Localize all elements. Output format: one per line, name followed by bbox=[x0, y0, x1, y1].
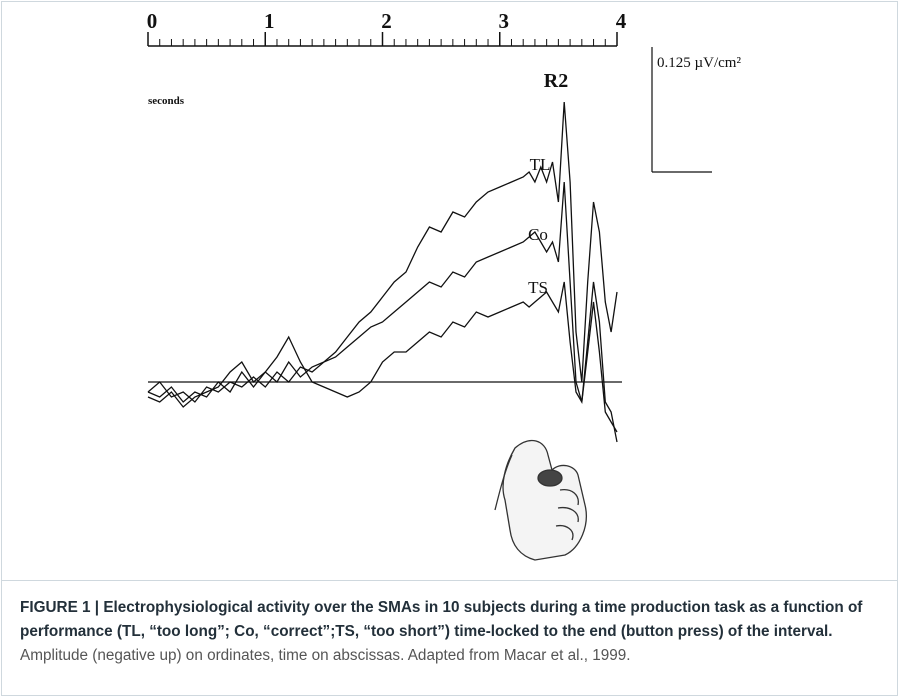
x-tick-label: 3 bbox=[499, 9, 510, 33]
x-tick-label: 4 bbox=[616, 9, 627, 33]
chart: seconds R2 0 1 2 3 4 0.125 µV/cm² TL Co TS bbox=[147, 9, 741, 561]
series-line bbox=[147, 281, 618, 433]
x-tick-label: 2 bbox=[381, 9, 392, 33]
x-axis-label: seconds bbox=[148, 95, 185, 107]
caption-title: FIGURE 1 | Electrophysiological activity… bbox=[20, 599, 863, 640]
x-tick-label: 1 bbox=[264, 9, 275, 33]
scale-bar-label: 0.125 µV/cm² bbox=[657, 55, 741, 71]
series-label: TS bbox=[528, 278, 548, 297]
hand-icon bbox=[494, 439, 587, 561]
caption: FIGURE 1 | Electrophysiological activity… bbox=[20, 596, 882, 668]
series-line bbox=[147, 101, 618, 403]
caption-text: Amplitude (negative up) on ordinates, ti… bbox=[20, 647, 631, 664]
series-line bbox=[147, 181, 618, 443]
annotation: R2 bbox=[544, 70, 568, 92]
caption-rule bbox=[1, 580, 897, 581]
series-label: TL bbox=[530, 155, 551, 174]
x-tick-label: 0 bbox=[147, 9, 158, 33]
series-label: Co bbox=[528, 225, 548, 244]
